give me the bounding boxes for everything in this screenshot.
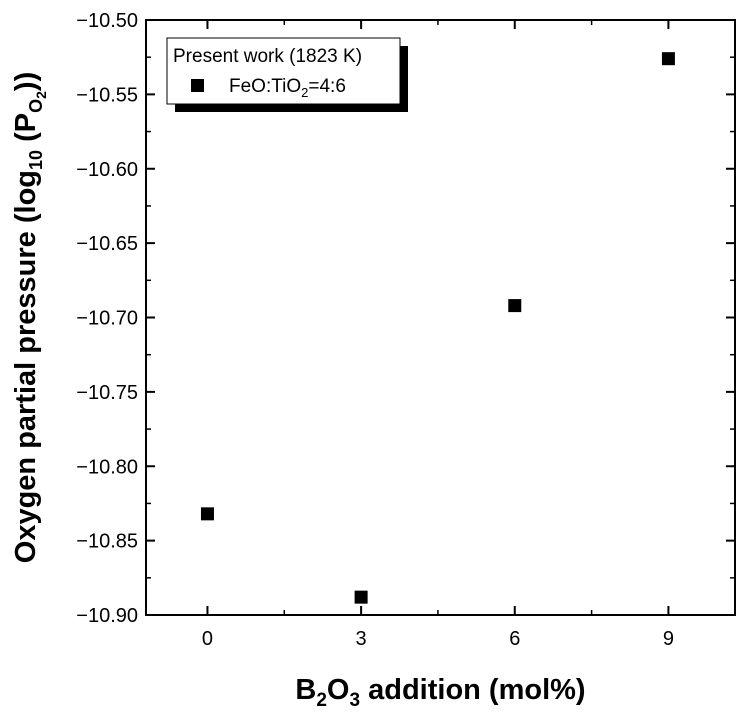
legend-title: Present work (1823 K) — [173, 46, 362, 67]
data-point-square — [661, 52, 675, 66]
y-tick-label: −10.65 — [76, 233, 138, 255]
y-axis-title: Oxygen partial pressure (log10 (PO2)) — [10, 72, 49, 563]
data-point-square — [354, 590, 368, 604]
y-tick-label: −10.60 — [76, 159, 138, 181]
data-point-square — [200, 507, 214, 521]
axis-titles: B2O3 addition (mol%) Oxygen partial press… — [10, 72, 586, 711]
data-points — [200, 52, 675, 604]
legend-box — [166, 37, 401, 105]
x-axis-title: B2O3 addition (mol%) — [295, 674, 585, 711]
y-tick-label: −10.55 — [76, 84, 138, 106]
y-tick-label: −10.50 — [76, 10, 138, 32]
x-tick-label: 6 — [509, 628, 520, 650]
y-tick-label: −10.80 — [76, 456, 138, 478]
legend: Present work (1823 K) FeO:TiO2=4:6 — [166, 37, 408, 112]
data-point-square — [508, 299, 522, 313]
tick-labels: −10.50 −10.55 −10.60 −10.65 −10.70 −10.75 −10.… — [76, 10, 674, 650]
y-tick-label: −10.90 — [76, 605, 138, 627]
tick-marks — [146, 19, 735, 616]
x-tick-label: 3 — [356, 628, 367, 650]
y-tick-label: −10.85 — [76, 531, 138, 553]
legend-marker-square — [191, 79, 204, 92]
y-tick-label: −10.75 — [76, 382, 138, 404]
legend-entry-label: FeO:TiO2=4:6 — [229, 76, 346, 100]
y-tick-label: −10.70 — [76, 308, 138, 330]
x-tick-label: 9 — [663, 628, 674, 650]
x-tick-label: 0 — [202, 628, 213, 650]
